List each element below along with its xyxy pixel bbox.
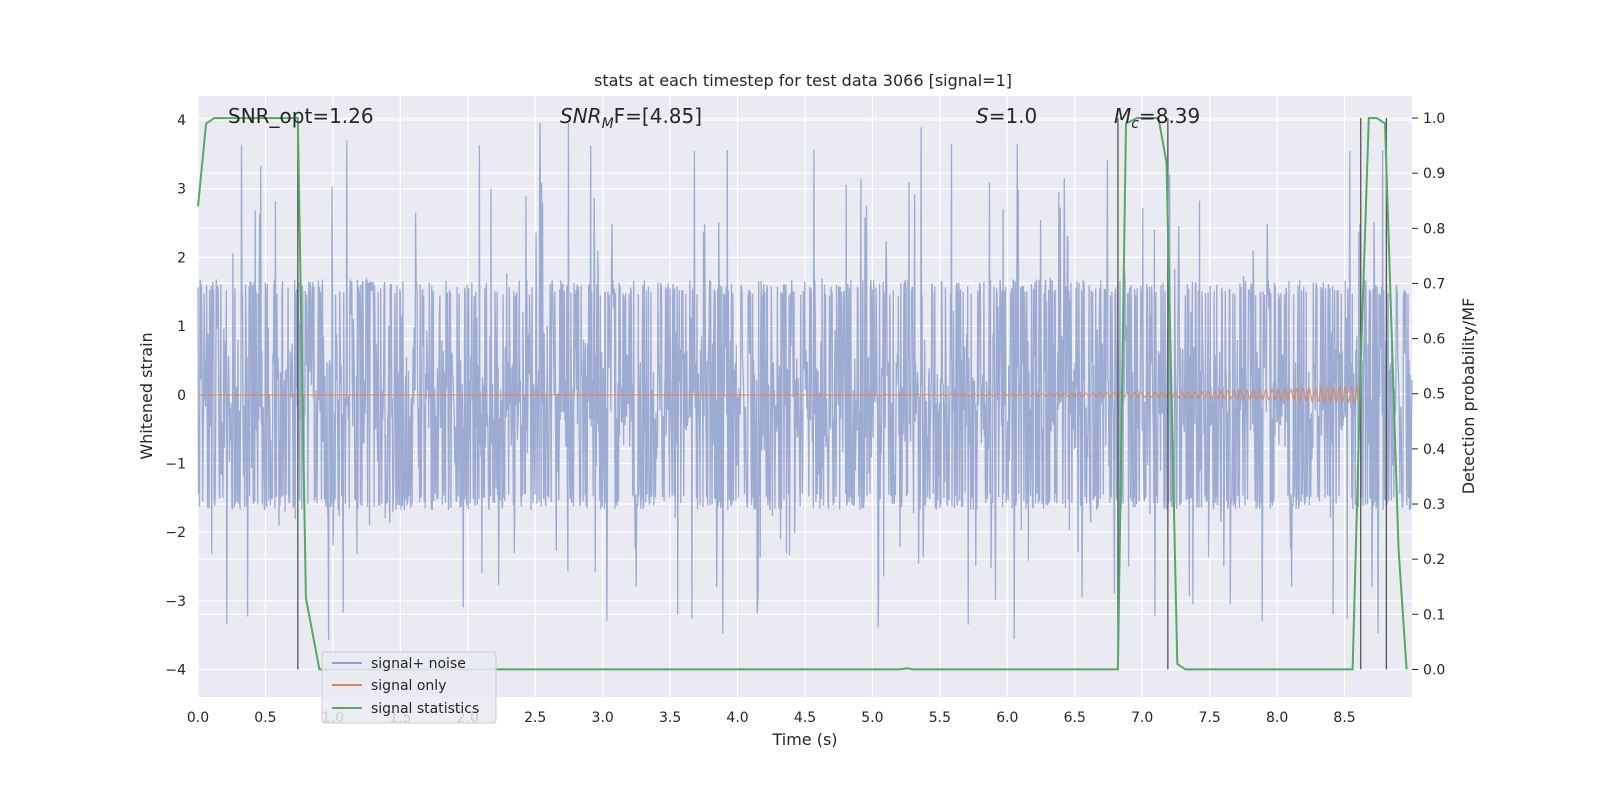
- y-left-axis-label: Whitened strain: [137, 332, 156, 459]
- x-tick-label: 6.0: [996, 710, 1018, 726]
- x-tick-label: 3.0: [592, 710, 614, 726]
- annotation-snr-opt: SNR_opt=1.26: [228, 104, 374, 128]
- legend-box: [321, 651, 497, 724]
- y-right-tick-label: 0.8: [1423, 221, 1445, 237]
- legend-label-signal-only: signal only: [371, 678, 446, 694]
- x-tick-label: 7.5: [1199, 710, 1221, 726]
- signal-only-line: [198, 385, 1362, 405]
- y-right-tick-label: 0.7: [1423, 276, 1445, 292]
- y-left-tick-label: −1: [165, 456, 186, 472]
- y-left-tick-label: −2: [165, 525, 186, 541]
- legend-label-signal-noise: signal+ noise: [371, 656, 466, 672]
- y-left-tick-label: 2: [177, 250, 186, 266]
- x-tick-label: 0.5: [254, 710, 276, 726]
- annotations: SNR_opt=1.26 SNRMF=[4.85] S=1.0 Mc=8.39: [228, 104, 1200, 132]
- y-left-tick-label: −3: [165, 594, 186, 610]
- y-right-axis-label: Detection probability/MF: [1459, 298, 1478, 495]
- signal-statistics-line: [197, 117, 1408, 671]
- x-tick-label: 8.0: [1266, 710, 1288, 726]
- y-right-tick-label: 0.1: [1423, 607, 1445, 623]
- x-tick-label: 4.5: [794, 710, 816, 726]
- signal-only-series: [198, 385, 1362, 405]
- signal-noise-line: [197, 122, 1413, 640]
- x-tick-label: 0.0: [187, 710, 209, 726]
- y-left-tick-label: 1: [177, 319, 186, 335]
- signal-statistics-series: [197, 117, 1408, 671]
- y-left-tick-labels: 4 3 2 1 0 −1 −2 −3 −4: [165, 113, 186, 678]
- legend-label-signal-statistics: signal statistics: [371, 701, 479, 717]
- signal-noise-series: [197, 122, 1413, 640]
- y-right-tick-label: 0.3: [1423, 497, 1445, 513]
- x-tick-label: 5.0: [861, 710, 883, 726]
- chart-title: stats at each timestep for test data 306…: [594, 71, 1012, 90]
- legend: signal+ noise signal only signal statist…: [321, 651, 497, 724]
- y-right-tick-label: 0.2: [1423, 552, 1445, 568]
- x-tick-label: 4.0: [726, 710, 748, 726]
- y-right-tick-labels: 1.0 0.9 0.8 0.7 0.6 0.5 0.4 0.3 0.2 0.1 0.0: [1412, 111, 1445, 678]
- x-tick-label: 8.5: [1333, 710, 1355, 726]
- y-right-tick-label: 0.9: [1423, 166, 1445, 182]
- y-right-tick-label: 1.0: [1423, 111, 1445, 127]
- y-right-tick-label: 0.5: [1423, 387, 1445, 403]
- x-tick-label: 7.0: [1131, 710, 1153, 726]
- y-left-tick-label: 4: [177, 113, 186, 129]
- annotation-s: S=1.0: [976, 104, 1037, 128]
- y-right-tick-label: 0.0: [1423, 662, 1445, 678]
- y-left-tick-label: 0: [177, 388, 186, 404]
- y-left-tick-label: 3: [177, 182, 186, 198]
- y-left-tick-label: −4: [165, 663, 186, 679]
- annotation-snr-mf: SNRMF=[4.85]: [560, 104, 702, 132]
- annotation-mc: Mc=8.39: [1114, 104, 1200, 132]
- x-tick-label: 6.5: [1064, 710, 1086, 726]
- x-tick-label: 2.5: [524, 710, 546, 726]
- x-tick-label: 3.5: [659, 710, 681, 726]
- y-right-tick-label: 0.4: [1423, 442, 1445, 458]
- x-tick-label: 5.5: [929, 710, 951, 726]
- y-right-tick-label: 0.6: [1423, 332, 1445, 348]
- x-axis-label: Time (s): [771, 730, 837, 749]
